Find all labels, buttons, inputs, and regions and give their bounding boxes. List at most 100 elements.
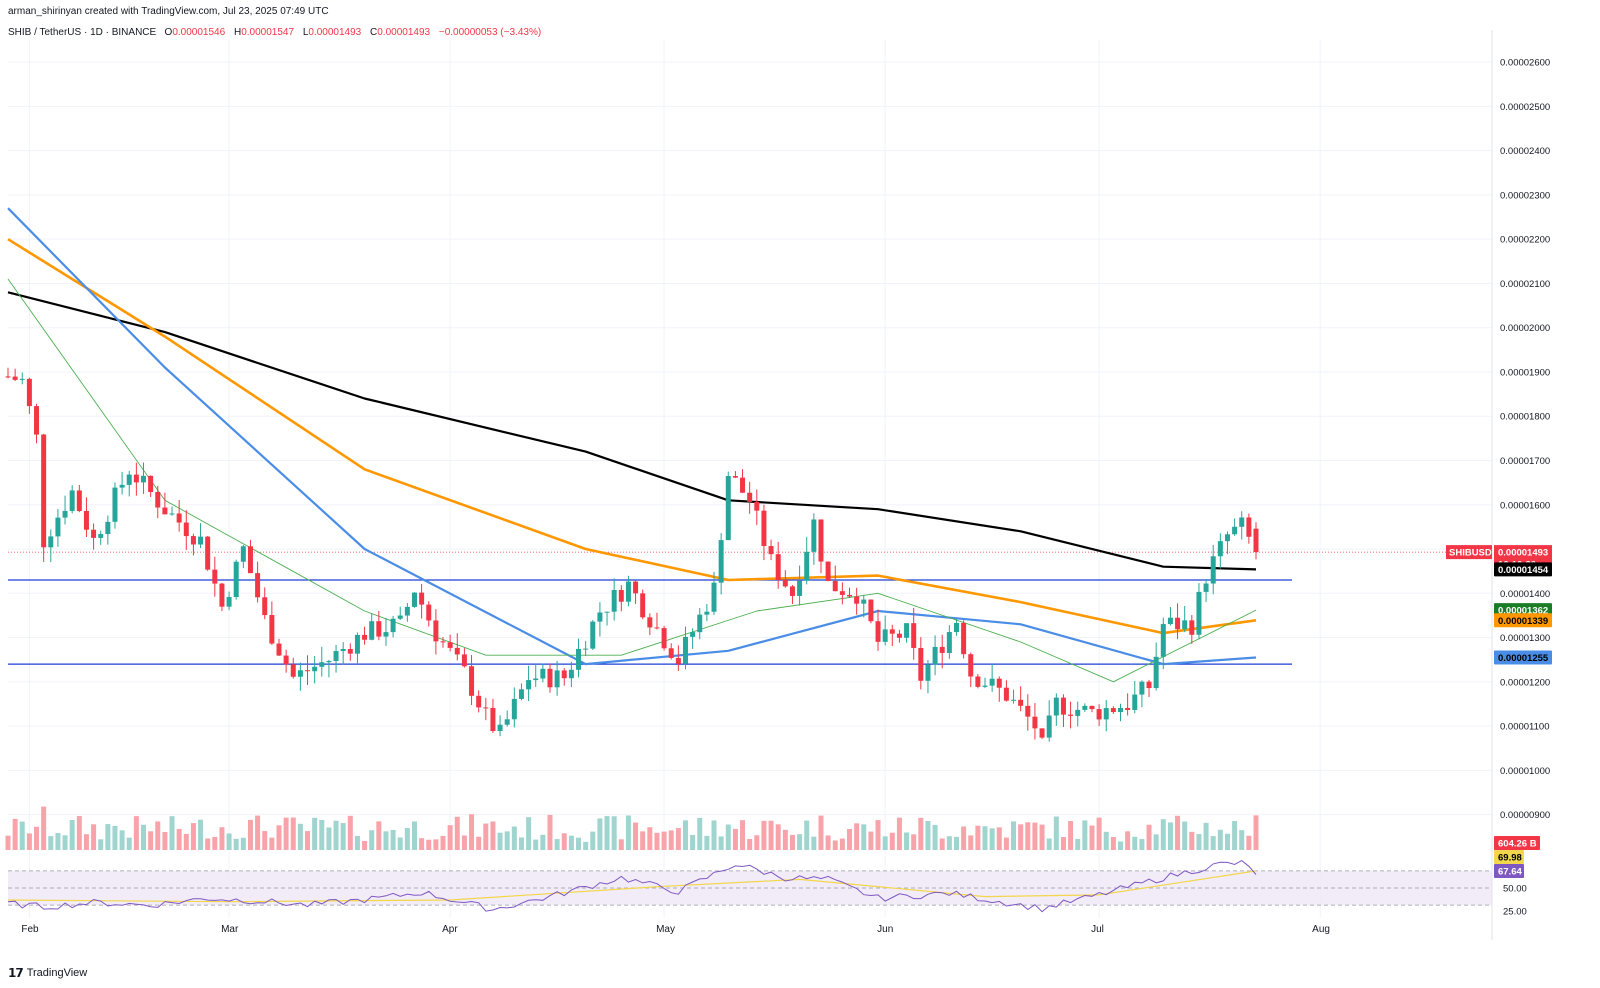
candle-body [1003, 687, 1009, 701]
volume-bar [297, 823, 303, 850]
price-tick-label: 0.00002000 [1500, 323, 1550, 334]
candle-body [1118, 707, 1123, 713]
volume-bar [354, 835, 360, 850]
ma-tag: 0.00001454 [1494, 562, 1552, 577]
volume-bar [989, 828, 995, 850]
candle-body [904, 623, 910, 638]
price-tick-label: 0.00001300 [1500, 633, 1550, 644]
volume-bar [811, 836, 817, 850]
price-tick-label: 0.00002300 [1500, 190, 1550, 201]
candle [533, 665, 539, 687]
price-tick-label: 0.00002500 [1500, 102, 1550, 113]
candle [889, 624, 895, 647]
candle-body [1025, 705, 1031, 717]
candle [832, 565, 838, 592]
volume-bar [1025, 822, 1031, 850]
candle [255, 561, 261, 603]
volume-bar [390, 829, 396, 850]
candle-body [711, 582, 717, 612]
candle-body [5, 376, 11, 378]
candle-body [704, 611, 710, 615]
candle [19, 372, 25, 385]
volume-bar [340, 823, 346, 850]
candle-body [618, 589, 624, 602]
symbol-tag: SHIBUSDT [1446, 545, 1498, 560]
volume-bar [854, 823, 860, 850]
candle [668, 643, 674, 660]
candle-body [861, 599, 867, 604]
candle [789, 584, 795, 604]
volume-bar [305, 831, 311, 850]
price-tick-label: 0.00001000 [1500, 766, 1550, 777]
rsi-pane [7, 860, 1492, 913]
candle-body [1182, 620, 1188, 630]
price-axis[interactable]: 0.00002600 0.00002500 0.00002400 0.00002300… [1491, 30, 1550, 940]
candle-body [1103, 708, 1109, 720]
candle [1167, 606, 1173, 626]
time-axis[interactable]: Feb Mar Apr May Jun Jul Aug [21, 924, 1330, 935]
candle-body [526, 680, 532, 690]
candle [469, 655, 475, 705]
candle [1039, 728, 1045, 740]
volume-bar [961, 826, 967, 850]
candle-body [1039, 728, 1045, 738]
candle-body [647, 617, 653, 628]
candle [5, 367, 11, 379]
candle-body [1232, 526, 1238, 535]
candle [518, 683, 524, 701]
volume-bar [62, 835, 68, 850]
candle [761, 504, 767, 561]
volume-bar [768, 820, 774, 850]
candle [1003, 680, 1009, 702]
volume-bar [925, 821, 931, 850]
candle-body [1082, 705, 1088, 710]
volume-bar [319, 820, 325, 850]
candle-body [797, 580, 803, 596]
candle [590, 620, 596, 650]
volume-bar [526, 817, 532, 850]
ohlc-low-value: 0.00001493 [308, 27, 362, 38]
volume-bar [19, 821, 25, 850]
candle-body [775, 554, 781, 580]
candle [1196, 583, 1202, 640]
candle [861, 594, 867, 618]
volume-bar [825, 835, 831, 850]
volume-bar [1068, 821, 1074, 850]
volume-bar [633, 822, 639, 850]
candle-body [939, 646, 945, 653]
ma-line-green [7, 278, 1257, 683]
candle-body [447, 642, 453, 648]
candle-body [718, 540, 724, 583]
support-lines[interactable] [8, 551, 1492, 665]
candle-body [996, 678, 1002, 688]
volume-bar [1239, 830, 1245, 850]
volume-bar [1167, 822, 1173, 850]
candle-body [961, 622, 967, 655]
candle-body [490, 707, 496, 732]
candle-body [62, 510, 68, 518]
time-tick-label: Mar [221, 924, 239, 935]
candle [654, 612, 660, 630]
volume-bar [1196, 834, 1202, 850]
candle-body [789, 586, 795, 596]
volume-bar [847, 828, 853, 850]
candle-body [1096, 709, 1102, 720]
candle-body [640, 593, 646, 618]
candle [454, 633, 460, 661]
candle-body [255, 573, 261, 598]
candle-body [440, 641, 446, 643]
candle-body [740, 477, 746, 493]
candle-body [1246, 517, 1252, 537]
candle [868, 599, 874, 624]
candle-body [533, 678, 539, 681]
volume-bar [889, 832, 895, 850]
volume-bar [839, 838, 845, 850]
candle [804, 537, 810, 585]
price-tick-label: 0.00001700 [1500, 456, 1550, 467]
candle [190, 533, 196, 556]
candle-body [682, 636, 688, 664]
volume-bar [576, 837, 582, 850]
candle [1025, 694, 1031, 731]
candle-body [1210, 556, 1216, 584]
